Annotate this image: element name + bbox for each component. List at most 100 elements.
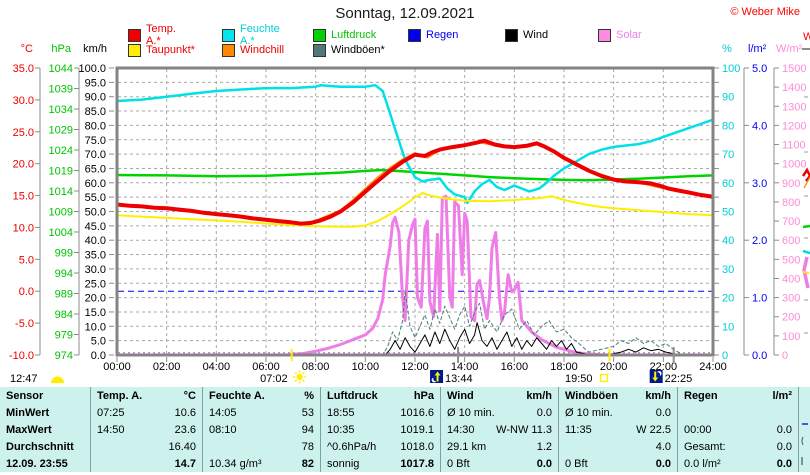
table-header-cell: Sensor	[0, 387, 90, 404]
legend-item-taupunkt-: Taupunkt*	[128, 43, 195, 57]
solar-noon-time: 12:47	[10, 373, 38, 385]
cell-left-value: 18:55	[327, 406, 355, 419]
axis-hpa: 1044 1039 1034 1029 1024 1019 1014 1009 1004 999 9…	[49, 63, 80, 362]
cell-left-value: Ø 10 min.	[447, 406, 495, 419]
cell-right-value: 0.0	[536, 457, 552, 470]
table-cell: ^0.6hPa/h 1018.0	[321, 438, 440, 455]
legend-item-temp-a-: Temp. A.*	[128, 23, 176, 47]
sunrise-sun-icon	[293, 370, 307, 384]
column-title: Temp. A.	[97, 389, 143, 402]
table-row-label: MaxWert	[0, 421, 90, 438]
axis-unit-solar: W/m²	[776, 43, 803, 55]
table-column-regen: Regen l/m² 00:00 0.0 Gesamt: 0.0 0.0 l/m² 0.0	[677, 387, 798, 472]
svg-text:100: 100	[782, 331, 800, 343]
solar-noon-icon	[51, 376, 64, 383]
svg-text:10: 10	[722, 321, 734, 333]
svg-text:1004: 1004	[49, 227, 73, 239]
axis-unit-kmh: km/h	[83, 43, 107, 55]
legend-item-wind: Wind	[505, 28, 548, 42]
svg-text:00:00: 00:00	[103, 361, 131, 373]
cell-right-value: 0.0	[655, 457, 671, 470]
cell-left-value: Gesamt:	[684, 440, 726, 453]
clipped-fragment-marks	[801, 423, 808, 465]
cell-left-value: 14:05	[209, 406, 237, 419]
svg-text:0.0: 0.0	[91, 350, 106, 362]
statistics-table: Sensor MinWert MaxWert Durchschnitt 12.09. 2…	[0, 386, 810, 472]
axis-rain: 5.0 4.0 3.0 2.0 1.0 0.0	[743, 63, 767, 362]
svg-text:75.0: 75.0	[85, 135, 106, 147]
column-unit: km/h	[526, 389, 552, 402]
legend-label: Windchill	[240, 44, 285, 56]
svg-text:989: 989	[55, 289, 73, 301]
cell-right-value: 1.2	[536, 440, 552, 453]
svg-text:W: W	[803, 31, 810, 43]
svg-text:55.0: 55.0	[85, 192, 106, 204]
cell-left-value: 11:35	[565, 423, 592, 436]
cell-right-value: W-NW 11.3	[496, 423, 552, 436]
table-cell: sonnig 1017.8	[321, 455, 440, 472]
table-column-luftdruck: Luftdruck hPa 18:55 1016.6 10:35 1019.1 ^0.6hP…	[320, 387, 440, 472]
row-label-text: MinWert	[6, 406, 50, 419]
moonrise-icon	[430, 370, 444, 383]
svg-text:1300: 1300	[782, 101, 806, 113]
table-cell: 78	[203, 438, 320, 455]
svg-text:4.0: 4.0	[752, 120, 767, 132]
svg-text:10:00: 10:00	[352, 361, 380, 373]
table-cell: 29.1 km 1.2	[441, 438, 558, 455]
sunset-icon	[599, 373, 609, 383]
svg-text:900: 900	[782, 178, 800, 190]
svg-text:90.0: 90.0	[85, 92, 106, 104]
svg-text:1034: 1034	[49, 104, 73, 116]
legend-label: Solar	[616, 29, 642, 41]
legend-label: Luftdruck	[331, 29, 377, 41]
column-unit: km/h	[645, 389, 671, 402]
svg-text:50: 50	[722, 207, 734, 219]
svg-text:400: 400	[782, 273, 800, 285]
moonset-icon	[649, 370, 663, 383]
cell-right-value: 82	[301, 457, 314, 470]
page-title: Sonntag, 12.09.2021	[335, 5, 475, 22]
column-unit: %	[304, 389, 314, 402]
svg-text:10.0: 10.0	[13, 222, 34, 234]
svg-text:95.0: 95.0	[85, 77, 106, 89]
table-cell: 16.40	[91, 438, 202, 455]
svg-text:20.0: 20.0	[13, 159, 34, 171]
table-cell: 0 Bft 0.0	[441, 455, 558, 472]
row-label-text: MaxWert	[6, 423, 52, 436]
svg-text:08:00: 08:00	[302, 361, 330, 373]
svg-text:1400: 1400	[782, 82, 806, 94]
svg-text:3.0: 3.0	[752, 178, 767, 190]
table-column-sensor: Sensor MinWert MaxWert Durchschnitt 12.09. 2…	[0, 387, 90, 472]
table-cell: Ø 10 min. 0.0	[559, 404, 677, 421]
svg-text:974: 974	[55, 350, 73, 362]
astro-markers: 12:47 07:02 13:44 19:50 22:25	[10, 347, 692, 385]
svg-text:30: 30	[722, 264, 734, 276]
svg-text:35.0: 35.0	[13, 63, 34, 75]
svg-text:100.0: 100.0	[78, 63, 106, 75]
row-label-text: 12.09. 23:55	[6, 457, 68, 470]
legend-item-windb-en-: Windböen*	[313, 43, 385, 57]
cell-right-value: 53	[301, 406, 314, 419]
series-feuchte-a-	[117, 83, 713, 205]
svg-text:984: 984	[55, 309, 73, 321]
svg-text:700: 700	[782, 216, 800, 228]
cell-left-value: 29.1 km	[447, 440, 487, 453]
table-cell: 11:35 W 22.5	[559, 421, 677, 438]
axis-unit-percent: %	[722, 43, 732, 55]
svg-text:1000: 1000	[782, 159, 806, 171]
cell-right-value: 94	[301, 423, 314, 436]
cell-left-value: 0 Bft	[447, 457, 470, 470]
axis-unit-hpa: hPa	[51, 43, 71, 55]
table-cell: 18:55 1016.6	[321, 404, 440, 421]
svg-text:30.0: 30.0	[13, 95, 34, 107]
cell-left-value: sonnig	[327, 457, 360, 470]
cell-right-value: 16.40	[168, 440, 196, 453]
series-wind	[117, 322, 713, 356]
table-cell: 14:50 23.6	[91, 421, 202, 438]
svg-text:1.0: 1.0	[752, 293, 767, 305]
legend-item-luftdruck: Luftdruck	[313, 28, 377, 42]
legend-label: Temp. A.*	[146, 23, 176, 47]
cell-right-value: 23.6	[174, 423, 196, 436]
svg-text:1019: 1019	[49, 166, 73, 178]
